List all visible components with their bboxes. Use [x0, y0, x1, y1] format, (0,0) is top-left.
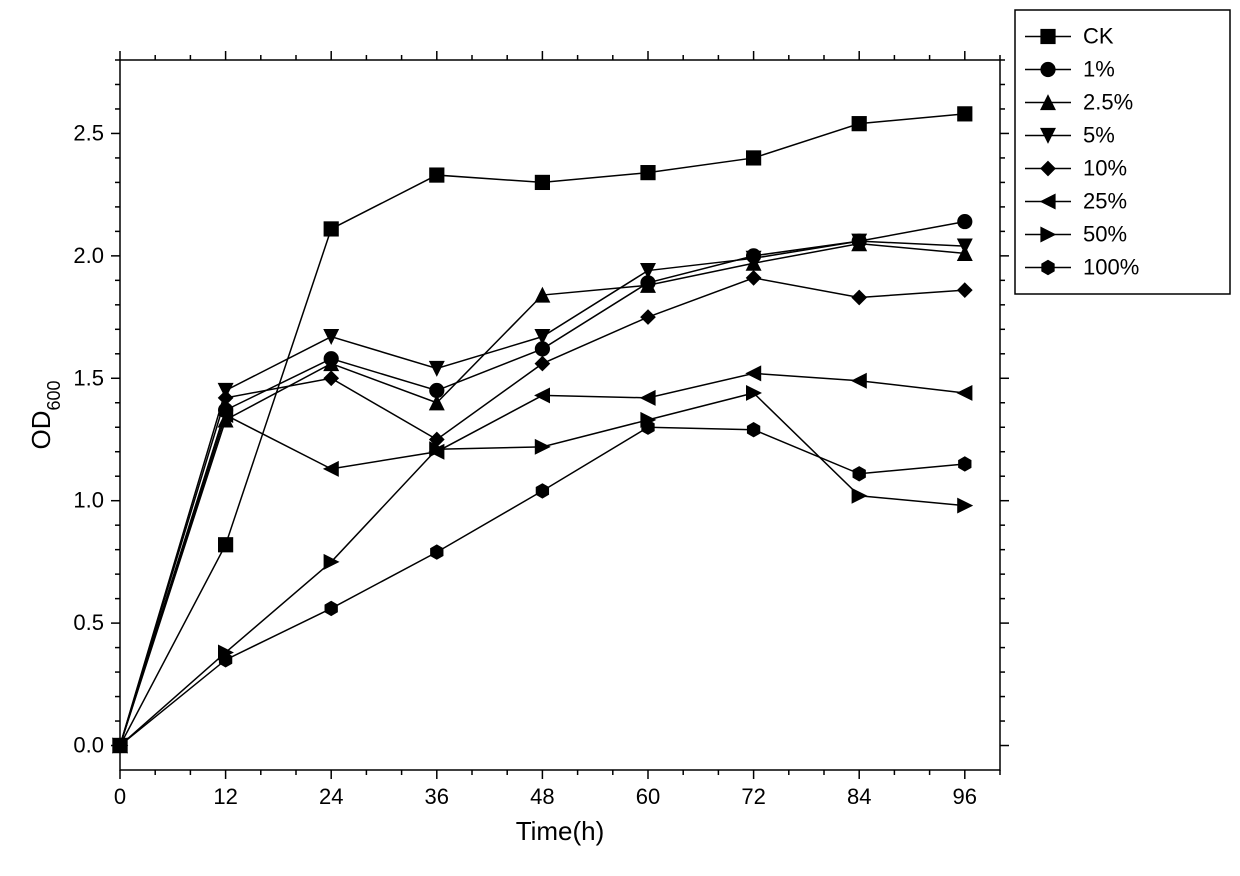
legend: CK 1% 2.5% 5% 10% 25% 50% 100% [1015, 10, 1230, 294]
series-100% [114, 420, 971, 752]
marker-CK [430, 168, 444, 182]
x-tick-label: 72 [741, 784, 765, 809]
marker-10% [535, 357, 549, 371]
marker-25% [324, 462, 338, 476]
marker-CK [641, 166, 655, 180]
legend-label-2.5%: 2.5% [1083, 90, 1133, 115]
series-line-25% [120, 373, 965, 745]
y-tick-label: 1.5 [73, 365, 104, 390]
y-tick-label: 1.0 [73, 488, 104, 513]
marker-100% [114, 739, 126, 753]
x-tick-label: 48 [530, 784, 554, 809]
marker-100% [431, 545, 443, 559]
marker-100% [853, 467, 865, 481]
marker-CK [852, 117, 866, 131]
marker-50% [958, 499, 972, 513]
legend-label-25%: 25% [1083, 189, 1127, 214]
chart-svg: 0 12 24 36 48 60 72 84 96 Time(h) 0.0 0.5 1.0 1.5 2.0 2… [0, 0, 1240, 876]
marker-CK [958, 107, 972, 121]
x-tick-label: 0 [114, 784, 126, 809]
x-axis-label: Time(h) [516, 816, 605, 846]
legend-label-1%: 1% [1083, 57, 1115, 82]
x-tick-label: 96 [953, 784, 977, 809]
legend-marker-100% [1042, 261, 1054, 275]
series-line-CK [120, 114, 965, 746]
plot-frame [120, 60, 1000, 770]
marker-50% [852, 489, 866, 503]
series-25% [113, 366, 972, 752]
marker-5% [535, 330, 549, 344]
marker-100% [220, 653, 232, 667]
marker-10% [747, 271, 761, 285]
chart-container: 0 12 24 36 48 60 72 84 96 Time(h) 0.0 0.5 1.0 1.5 2.0 2… [0, 0, 1240, 876]
marker-25% [747, 366, 761, 380]
marker-25% [852, 374, 866, 388]
y-tick-label: 2.0 [73, 243, 104, 268]
marker-CK [535, 175, 549, 189]
marker-5% [430, 361, 444, 375]
marker-100% [642, 420, 654, 434]
marker-CK [324, 222, 338, 236]
marker-100% [325, 601, 337, 615]
legend-label-5%: 5% [1083, 123, 1115, 148]
marker-100% [748, 423, 760, 437]
y-tick-label: 2.5 [73, 120, 104, 145]
legend-label-50%: 50% [1083, 222, 1127, 247]
marker-10% [219, 391, 233, 405]
marker-50% [535, 440, 549, 454]
legend-label-10%: 10% [1083, 156, 1127, 181]
x-tick-label: 24 [319, 784, 343, 809]
x-tick-label: 60 [636, 784, 660, 809]
marker-100% [536, 484, 548, 498]
y-axis-label: OD600 [26, 380, 64, 449]
legend-label-100%: 100% [1083, 255, 1139, 280]
marker-CK [219, 538, 233, 552]
marker-1% [958, 215, 972, 229]
legend-marker-1% [1041, 63, 1055, 77]
marker-10% [324, 371, 338, 385]
marker-25% [535, 388, 549, 402]
legend-box [1015, 10, 1230, 294]
series-group [113, 107, 972, 753]
marker-10% [641, 310, 655, 324]
y-tick-label: 0.0 [73, 733, 104, 758]
marker-5% [324, 330, 338, 344]
y-tick-label: 0.5 [73, 610, 104, 635]
x-tick-label: 84 [847, 784, 871, 809]
legend-marker-CK [1041, 30, 1055, 44]
legend-label-CK: CK [1083, 24, 1114, 49]
marker-CK [747, 151, 761, 165]
marker-25% [958, 386, 972, 400]
marker-100% [959, 457, 971, 471]
marker-25% [641, 391, 655, 405]
marker-10% [852, 290, 866, 304]
marker-10% [958, 283, 972, 297]
series-50% [113, 386, 972, 753]
x-tick-label: 36 [425, 784, 449, 809]
series-CK [113, 107, 972, 753]
x-tick-label: 12 [213, 784, 237, 809]
